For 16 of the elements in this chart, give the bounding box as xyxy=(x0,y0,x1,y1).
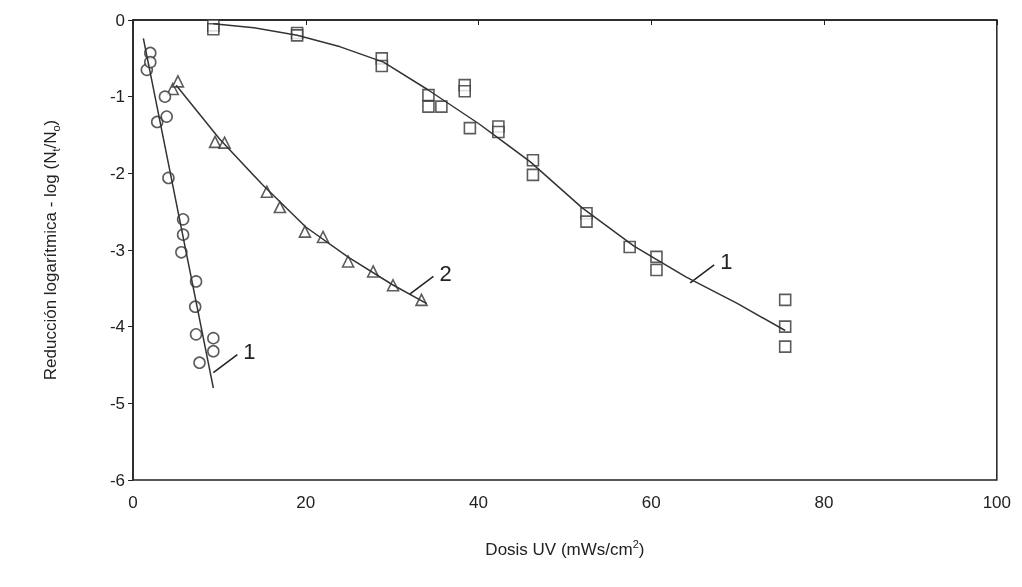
annotation: 2 xyxy=(439,260,452,286)
y-tick-label: 0 xyxy=(115,10,125,30)
x-tick-label: 100 xyxy=(982,493,1012,512)
y-tick-label: -3 xyxy=(109,240,125,260)
x-tick-label: 80 xyxy=(814,493,834,512)
x-tick-label: 60 xyxy=(641,493,661,512)
y-tick-label: -5 xyxy=(109,393,125,413)
y-tick-label: -1 xyxy=(109,87,125,107)
x-tick-label: 20 xyxy=(296,493,316,512)
annotation: 1 xyxy=(720,249,733,275)
x-tick-label: 40 xyxy=(469,493,488,512)
annotation: 1 xyxy=(243,339,256,365)
y-tick-label: -2 xyxy=(109,163,125,183)
x-tick-label: 0 xyxy=(128,493,138,512)
y-tick-label: -6 xyxy=(109,470,125,490)
y-tick-label: -4 xyxy=(109,317,125,337)
